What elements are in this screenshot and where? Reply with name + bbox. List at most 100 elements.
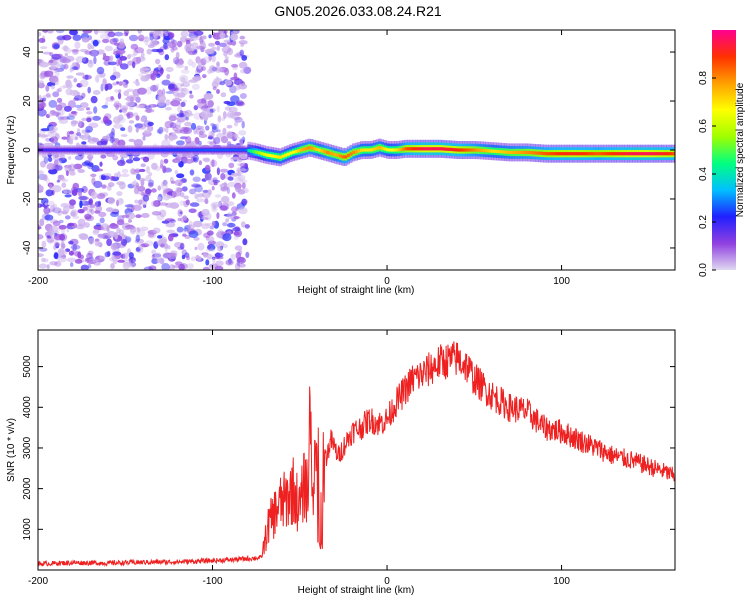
heatmap-noise-cell: [174, 170, 179, 175]
heatmap-noise-cell: [100, 154, 107, 159]
heatmap-noise-cell: [237, 263, 246, 268]
heatmap-ridge-cell: [428, 147, 432, 151]
heatmap-noise-cell: [81, 57, 89, 64]
heatmap-noise-cell: [48, 75, 59, 84]
heatmap-ridge-cell: [119, 148, 123, 152]
heatmap-noise-cell: [123, 83, 128, 88]
colorbar-tick-label: 0.8: [698, 71, 709, 85]
heatmap-noise-cell: [186, 43, 194, 48]
heatmap-noise-cell: [134, 199, 139, 204]
heatmap-noise-cell: [117, 92, 122, 100]
heatmap-noise-cell: [209, 225, 215, 230]
heatmap-noise-cell: [186, 263, 195, 269]
heatmap-ridge-cell: [485, 149, 489, 153]
heatmap-ridge-cell: [153, 148, 157, 152]
heatmap-ridge-cell: [663, 152, 667, 156]
heatmap-ridge-cell: [305, 146, 309, 151]
heatmap-noise-cell: [169, 32, 175, 39]
heatmap-noise-cell: [181, 254, 186, 260]
snr-y-tick-label: 2000: [22, 477, 33, 500]
heatmap-noise-cell: [201, 66, 206, 71]
heatmap-noise-cell: [104, 251, 111, 258]
heatmap-noise-cell: [165, 99, 171, 106]
heatmap-noise-cell: [180, 69, 190, 74]
heatmap-noise-cell: [153, 69, 159, 76]
heatmap-noise-cell: [101, 184, 107, 189]
heatmap-noise-cell: [125, 101, 135, 107]
heatmap-ridge-cell: [595, 152, 599, 156]
snr-y-tick-label: 4000: [22, 396, 33, 419]
heatmap-ridge-cell: [386, 148, 390, 152]
heatmap-noise-cell: [82, 206, 89, 211]
heatmap-noise-cell: [237, 163, 244, 167]
heatmap-ridge-cell: [336, 153, 340, 157]
heatmap-ridge-cell: [451, 148, 455, 152]
heatmap-noise-cell: [128, 34, 139, 42]
heatmap-ridge-cell: [163, 148, 167, 152]
heatmap-ridge-cell: [312, 147, 316, 151]
heatmap-noise-cell: [56, 53, 63, 58]
heatmap-ridge-cell: [265, 153, 269, 157]
heatmap-ridge-cell: [433, 147, 437, 151]
snr-x-tick-label: 100: [553, 576, 570, 587]
heatmap-noise-cell: [177, 217, 182, 222]
heatmap-noise-cell: [155, 58, 161, 65]
heatmap-x-tick-label: -100: [203, 276, 223, 287]
heatmap-noise-cell: [123, 252, 129, 260]
heatmap-noise-cell: [183, 127, 193, 135]
heatmap-noise-cell: [82, 30, 93, 34]
heatmap-noise-cell: [196, 125, 202, 130]
heatmap-noise-cell: [122, 33, 126, 37]
heatmap-noise-cell: [229, 85, 237, 94]
heatmap-noise-cell: [239, 35, 246, 40]
heatmap-noise-cell: [176, 226, 184, 233]
heatmap-noise-cell: [110, 208, 119, 213]
heatmap-noise-cell: [42, 97, 47, 102]
heatmap-noise-cell: [191, 61, 197, 68]
heatmap-noise-cell: [140, 67, 151, 71]
heatmap-ridge-cell: [624, 152, 628, 156]
heatmap-noise-cell: [170, 180, 176, 184]
heatmap-ridge-cell: [598, 152, 602, 156]
colorbar-tick-label: 0.0: [698, 263, 709, 277]
heatmap-noise-cell: [172, 126, 179, 132]
heatmap-ridge-cell: [540, 151, 544, 155]
heatmap-noise-cell: [184, 158, 194, 164]
heatmap-ridge-cell: [519, 150, 523, 154]
heatmap-ridge-cell: [506, 150, 510, 154]
heatmap-noise-cell: [70, 111, 77, 114]
heatmap-noise-cell: [230, 33, 239, 41]
heatmap-noise-cell: [94, 30, 99, 35]
heatmap-noise-cell: [138, 177, 146, 182]
heatmap-noise-cell: [39, 218, 45, 227]
heatmap-noise-cell: [119, 56, 128, 61]
snr-y-axis-label: SNR (10 * v/v): [6, 418, 17, 482]
heatmap-noise-cell: [171, 190, 182, 197]
heatmap-noise-cell: [110, 175, 115, 181]
heatmap-noise-cell: [143, 129, 152, 135]
heatmap-noise-cell: [135, 96, 141, 103]
heatmap-ridge-cell: [98, 148, 102, 152]
heatmap-ridge-cell: [375, 146, 379, 150]
heatmap-noise-cell: [244, 224, 250, 229]
heatmap-noise-cell: [128, 252, 134, 259]
heatmap-noise-cell: [207, 236, 215, 242]
heatmap-noise-cell: [161, 79, 171, 86]
heatmap-noise-cell: [187, 58, 193, 67]
heatmap-noise-cell: [50, 62, 60, 70]
heatmap-noise-cell: [93, 106, 98, 114]
heatmap-noise-cell: [162, 179, 168, 186]
heatmap-noise-cell: [90, 208, 95, 215]
heatmap-ridge-cell: [43, 148, 47, 152]
heatmap-noise-cell: [222, 233, 232, 242]
heatmap-ridge-cell: [174, 148, 178, 152]
heatmap-noise-cell: [163, 36, 171, 40]
heatmap-noise-cell: [163, 158, 169, 164]
heatmap-noise-cell: [146, 48, 152, 55]
heatmap-noise-cell: [174, 179, 183, 186]
heatmap-noise-cell: [234, 121, 238, 127]
heatmap-noise-cell: [145, 105, 152, 114]
heatmap-noise-cell: [47, 156, 53, 163]
heatmap-noise-cell: [95, 168, 104, 172]
heatmap-noise-cell: [219, 168, 229, 173]
